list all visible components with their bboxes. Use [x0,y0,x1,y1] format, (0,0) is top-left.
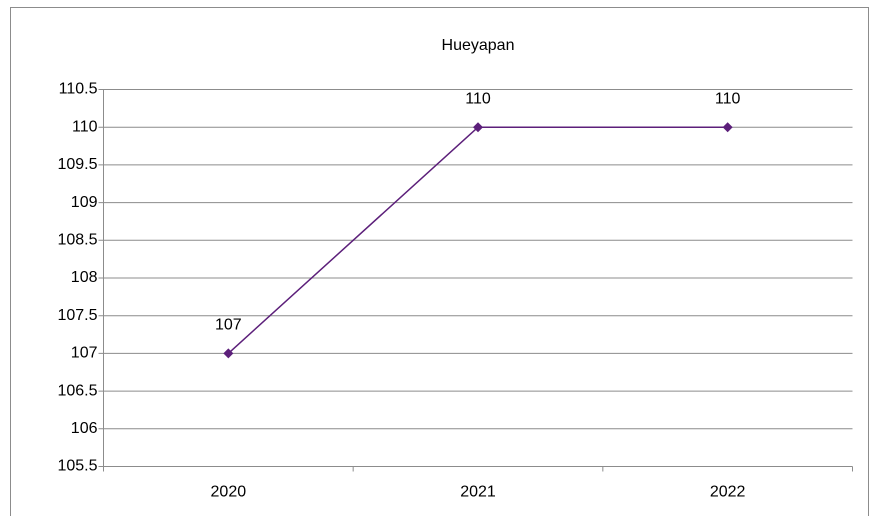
data-marker [722,122,733,133]
y-tick-label: 109.5 [57,156,97,173]
x-tick-label: 2020 [211,484,247,501]
data-label: 107 [215,317,242,334]
data-marker [223,348,234,359]
y-tick-label: 107 [71,345,98,362]
x-tick-label: 2022 [710,484,746,501]
y-tick-label: 110.5 [59,81,98,98]
y-tick-label: 110 [72,118,98,135]
y-tick-label: 105.5 [57,458,97,475]
y-tick-label: 106 [71,420,98,437]
data-label: 110 [715,90,741,107]
data-marker [473,122,483,133]
x-tick-label: 2021 [460,484,496,501]
y-tick-label: 109 [71,194,98,211]
y-tick-label: 108 [71,269,98,286]
chart-frame [10,7,869,521]
y-tick-label: 108.5 [57,232,97,249]
y-tick-label: 107.5 [57,307,97,324]
y-tick-label: 106.5 [57,382,97,399]
chart-title: Hueyapan [442,37,515,54]
data-label: 110 [465,90,491,107]
